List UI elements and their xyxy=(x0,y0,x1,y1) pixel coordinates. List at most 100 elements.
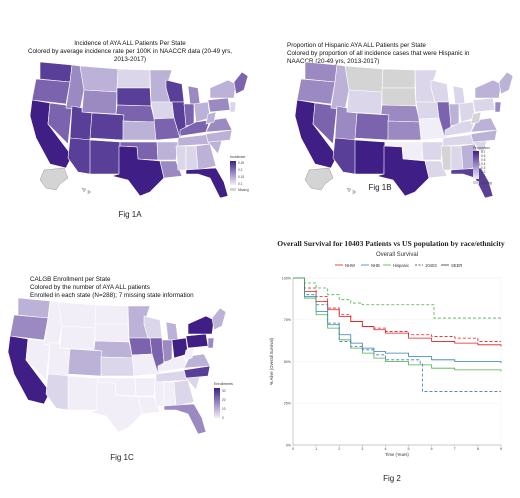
state-michigan xyxy=(452,85,466,105)
fig1c-label: Fig 1C xyxy=(110,453,134,462)
state-arkansas xyxy=(134,377,157,397)
fig1c-title-line: Enrolled in each state (N=288); 7 missin… xyxy=(30,292,194,299)
legend-label: NHW xyxy=(345,263,355,268)
fig1a-legend-tick: 0.2 xyxy=(238,168,243,172)
state-north-carolina xyxy=(470,129,498,143)
state-indiana xyxy=(448,103,460,127)
series-nhw-10403 xyxy=(293,277,501,342)
fig1a-legend-tick: 0.1 xyxy=(238,182,243,186)
chart-title: Overall Survival xyxy=(376,252,418,258)
x-tick-label: 4 xyxy=(384,447,386,451)
state-mississippi xyxy=(175,145,187,171)
state-new-york xyxy=(209,79,237,99)
state-new-england xyxy=(211,307,227,331)
state-new-mexico xyxy=(67,375,99,411)
state-washington xyxy=(304,61,338,83)
series-nhw-seer xyxy=(293,277,502,347)
state-arizona xyxy=(67,137,93,175)
state-oregon xyxy=(31,78,71,105)
fig1c-legend-bar xyxy=(214,388,220,418)
state-iowa xyxy=(415,101,440,120)
state-florida xyxy=(185,167,229,198)
y-tick-label: 75% xyxy=(284,318,292,322)
state-arkansas xyxy=(156,141,179,161)
state-arizona xyxy=(45,373,71,411)
state-new-york xyxy=(187,315,215,335)
fig1a-legend-tick: 0.15 xyxy=(238,175,245,179)
state-nevada xyxy=(312,102,338,145)
state-south-dakota xyxy=(94,323,130,343)
state-new-mexico xyxy=(354,139,386,175)
fig1b-legend-bar xyxy=(473,151,479,179)
fig1b-map xyxy=(294,61,514,198)
state-north-dakota xyxy=(116,68,151,89)
us-states-map xyxy=(294,61,514,198)
y-tick-label: 0% xyxy=(286,443,292,447)
fig1a-legend-title: Incidence xyxy=(230,155,246,159)
legend-label: NHB xyxy=(371,263,380,268)
y-tick-label: 100% xyxy=(282,276,292,280)
series-nhb-seer xyxy=(293,277,502,364)
state-west-virginia xyxy=(183,347,195,361)
fig1a-legend-tick: 0.25 xyxy=(238,161,245,165)
fig1b-label: Fig 1B xyxy=(368,183,392,192)
state-kentucky xyxy=(444,119,476,137)
state-alaska xyxy=(304,167,334,191)
state-montana xyxy=(57,301,97,329)
x-tick-label: 7 xyxy=(454,447,456,451)
state-new-england xyxy=(233,71,249,95)
fig1a-title: Incidence of AYA ALL Patients Per State … xyxy=(20,40,240,64)
state-texas xyxy=(110,145,165,197)
state-pennsylvania xyxy=(185,333,209,349)
state-nevada xyxy=(47,102,73,145)
fig1b-legend-tick: 0.2 xyxy=(481,170,486,174)
state-pennsylvania xyxy=(472,97,496,113)
x-tick-label: 9 xyxy=(500,447,502,451)
y-tick-label: 50% xyxy=(284,360,292,364)
fig1a-missing-swatch xyxy=(230,188,236,191)
state-wyoming xyxy=(346,89,383,115)
state-new-jersey xyxy=(229,101,237,113)
state-michigan xyxy=(165,321,179,341)
x-tick-label: 5 xyxy=(408,447,410,451)
fig2-label: Fig 2 xyxy=(383,474,401,483)
state-iowa xyxy=(128,337,153,356)
fig1b-missing-swatch xyxy=(473,181,479,184)
state-kansas xyxy=(387,120,422,141)
state-mississippi xyxy=(153,381,165,407)
series-hispanic-seer xyxy=(293,277,502,372)
state-new-england xyxy=(498,71,514,95)
state-montana xyxy=(79,65,119,93)
fig1b-legend-tick: 0.1 xyxy=(481,174,486,178)
state-louisiana xyxy=(424,160,448,179)
legend-label: SEER xyxy=(451,263,462,268)
fig1a-panel: Incidence of AYA ALL Patients Per State … xyxy=(0,40,255,200)
fig1c-panel: CALGB Enrollment per State Colored by th… xyxy=(0,276,255,436)
state-wyoming xyxy=(81,89,118,115)
state-oregon xyxy=(9,314,49,341)
series-nhb-10403 xyxy=(293,277,501,392)
state-texas xyxy=(88,381,143,433)
state-north-dakota xyxy=(94,304,129,325)
state-hawaii xyxy=(346,187,357,195)
state-hawaii xyxy=(81,187,92,195)
state-kentucky xyxy=(157,355,189,373)
fig1b-legend-tick: 0.7 xyxy=(481,150,486,154)
fig1b-legend-tick: 0.4 xyxy=(481,162,486,166)
x-tick-label: 3 xyxy=(361,447,363,451)
fig1c-title-line: CALGB Enrollment per State xyxy=(30,276,111,283)
state-kentucky xyxy=(179,119,211,137)
y-tick-label: 25% xyxy=(284,402,292,406)
fig2-km-chart: Overall Survival NHW NHB Hispanic 10403 SEER 0… xyxy=(269,252,502,457)
x-tick-label: 1 xyxy=(315,447,317,451)
state-south-dakota xyxy=(381,87,417,107)
state-indiana xyxy=(183,103,195,127)
state-georgia xyxy=(195,143,217,171)
fig1c-legend-tick: 30 xyxy=(222,389,226,393)
legend-label: Hispanic xyxy=(393,263,409,268)
state-kansas xyxy=(100,356,135,377)
state-nevada xyxy=(25,338,51,381)
state-louisiana xyxy=(137,396,161,415)
state-florida xyxy=(163,403,207,434)
fig1b-title-line: Colored by proportion of all incidence c… xyxy=(287,50,470,57)
